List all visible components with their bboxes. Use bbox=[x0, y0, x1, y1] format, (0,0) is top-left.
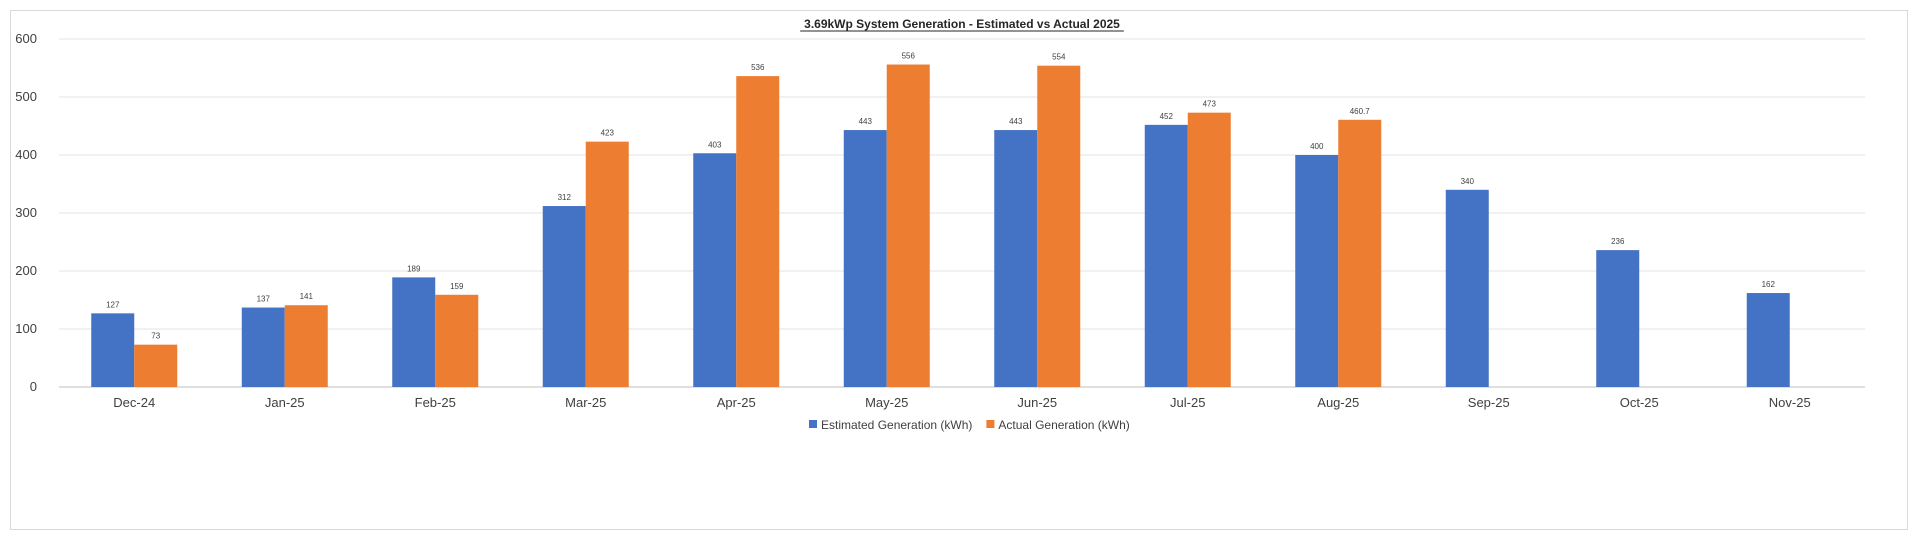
data-label: 340 bbox=[1461, 177, 1475, 186]
legend: Estimated Generation (kWh) Actual Generat… bbox=[809, 418, 1130, 432]
bar-estimated-Mar-25 bbox=[542, 206, 586, 387]
x-tick-label: Dec-24 bbox=[113, 395, 155, 410]
data-label: 443 bbox=[1009, 117, 1023, 126]
bar-estimated-Aug-25 bbox=[1295, 155, 1339, 387]
x-tick-label: Nov-25 bbox=[1769, 395, 1811, 410]
bar-estimated-Oct-25 bbox=[1596, 250, 1640, 387]
chart-title-group: 3.69kWp System Generation - Estimated vs… bbox=[800, 17, 1124, 32]
bar-estimated-Nov-25 bbox=[1746, 293, 1790, 387]
x-tick-label: Oct-25 bbox=[1620, 395, 1659, 410]
bar-estimated-Jan-25 bbox=[241, 307, 285, 387]
data-label: 443 bbox=[859, 117, 873, 126]
bar-actual-Apr-25 bbox=[736, 76, 780, 388]
y-axis-tick-labels: 0 100 200 300 400 500 600 bbox=[15, 31, 37, 394]
bar-estimated-Jun-25 bbox=[994, 130, 1038, 387]
legend-swatch-actual bbox=[986, 420, 995, 428]
y-tick-label: 100 bbox=[15, 321, 37, 336]
data-label: 141 bbox=[300, 292, 314, 301]
data-label: 403 bbox=[708, 140, 722, 149]
bar-estimated-May-25 bbox=[843, 130, 887, 387]
data-label: 73 bbox=[151, 332, 160, 341]
data-label: 189 bbox=[407, 264, 421, 273]
bar-estimated-Feb-25 bbox=[392, 277, 436, 387]
bar-estimated-Jul-25 bbox=[1144, 124, 1188, 387]
bar-estimated-Sep-25 bbox=[1445, 189, 1489, 387]
data-label: 536 bbox=[751, 63, 765, 72]
y-tick-label: 300 bbox=[15, 205, 37, 220]
data-label: 236 bbox=[1611, 237, 1625, 246]
bar-actual-Jul-25 bbox=[1187, 112, 1231, 387]
legend-swatch-estimated bbox=[809, 420, 817, 428]
x-tick-label: Aug-25 bbox=[1317, 395, 1359, 410]
bar-actual-Mar-25 bbox=[585, 141, 629, 387]
data-label: 127 bbox=[106, 300, 120, 309]
bar-actual-Jan-25 bbox=[284, 305, 328, 387]
data-label: 473 bbox=[1203, 100, 1217, 109]
data-label: 460.7 bbox=[1350, 107, 1371, 116]
data-labels: 127 73 137 141 189 159 312 423 403 536 443 556 443 55… bbox=[106, 52, 1775, 341]
bar-actual-May-25 bbox=[886, 64, 930, 387]
data-label: 162 bbox=[1762, 280, 1776, 289]
legend-label-actual: Actual Generation (kWh) bbox=[998, 418, 1129, 432]
data-label: 312 bbox=[558, 193, 572, 202]
bar-chart: 0 100 200 300 400 500 600 127 73 137 141 189 159 312… bbox=[15, 17, 1865, 432]
bar-actual-Feb-25 bbox=[435, 294, 479, 387]
bar-estimated-Apr-25 bbox=[693, 153, 737, 387]
data-label: 452 bbox=[1160, 112, 1174, 121]
y-tick-label: 500 bbox=[15, 89, 37, 104]
x-tick-label: Feb-25 bbox=[415, 395, 456, 410]
data-label: 423 bbox=[601, 129, 615, 138]
x-tick-label: Sep-25 bbox=[1468, 395, 1510, 410]
chart-title: 3.69kWp System Generation - Estimated vs… bbox=[804, 17, 1120, 31]
y-tick-label: 200 bbox=[15, 263, 37, 278]
data-label: 556 bbox=[902, 52, 916, 61]
bar-actual-Jun-25 bbox=[1037, 65, 1081, 388]
bars bbox=[91, 64, 1790, 388]
y-tick-label: 400 bbox=[15, 147, 37, 162]
x-tick-label: Mar-25 bbox=[565, 395, 606, 410]
bar-actual-Aug-25 bbox=[1338, 119, 1382, 387]
x-tick-label: Jun-25 bbox=[1017, 395, 1057, 410]
x-tick-label: May-25 bbox=[865, 395, 908, 410]
gridlines bbox=[59, 38, 1865, 388]
x-tick-label: Apr-25 bbox=[717, 395, 756, 410]
chart-frame: 0 100 200 300 400 500 600 127 73 137 141 189 159 312… bbox=[10, 10, 1908, 530]
data-label: 159 bbox=[450, 282, 464, 291]
data-label: 400 bbox=[1310, 142, 1324, 151]
y-tick-label: 600 bbox=[15, 31, 37, 46]
data-label: 554 bbox=[1052, 53, 1066, 62]
x-tick-label: Jan-25 bbox=[265, 395, 305, 410]
x-axis-tick-labels: Dec-24 Jan-25 Feb-25 Mar-25 Apr-25 May-25 Jun-… bbox=[113, 395, 1810, 410]
bar-actual-Dec-24 bbox=[134, 344, 178, 387]
x-tick-label: Jul-25 bbox=[1170, 395, 1205, 410]
y-tick-label: 0 bbox=[30, 379, 37, 394]
bar-estimated-Dec-24 bbox=[91, 313, 135, 387]
data-label: 137 bbox=[257, 295, 271, 304]
legend-label-estimated: Estimated Generation (kWh) bbox=[821, 418, 972, 432]
